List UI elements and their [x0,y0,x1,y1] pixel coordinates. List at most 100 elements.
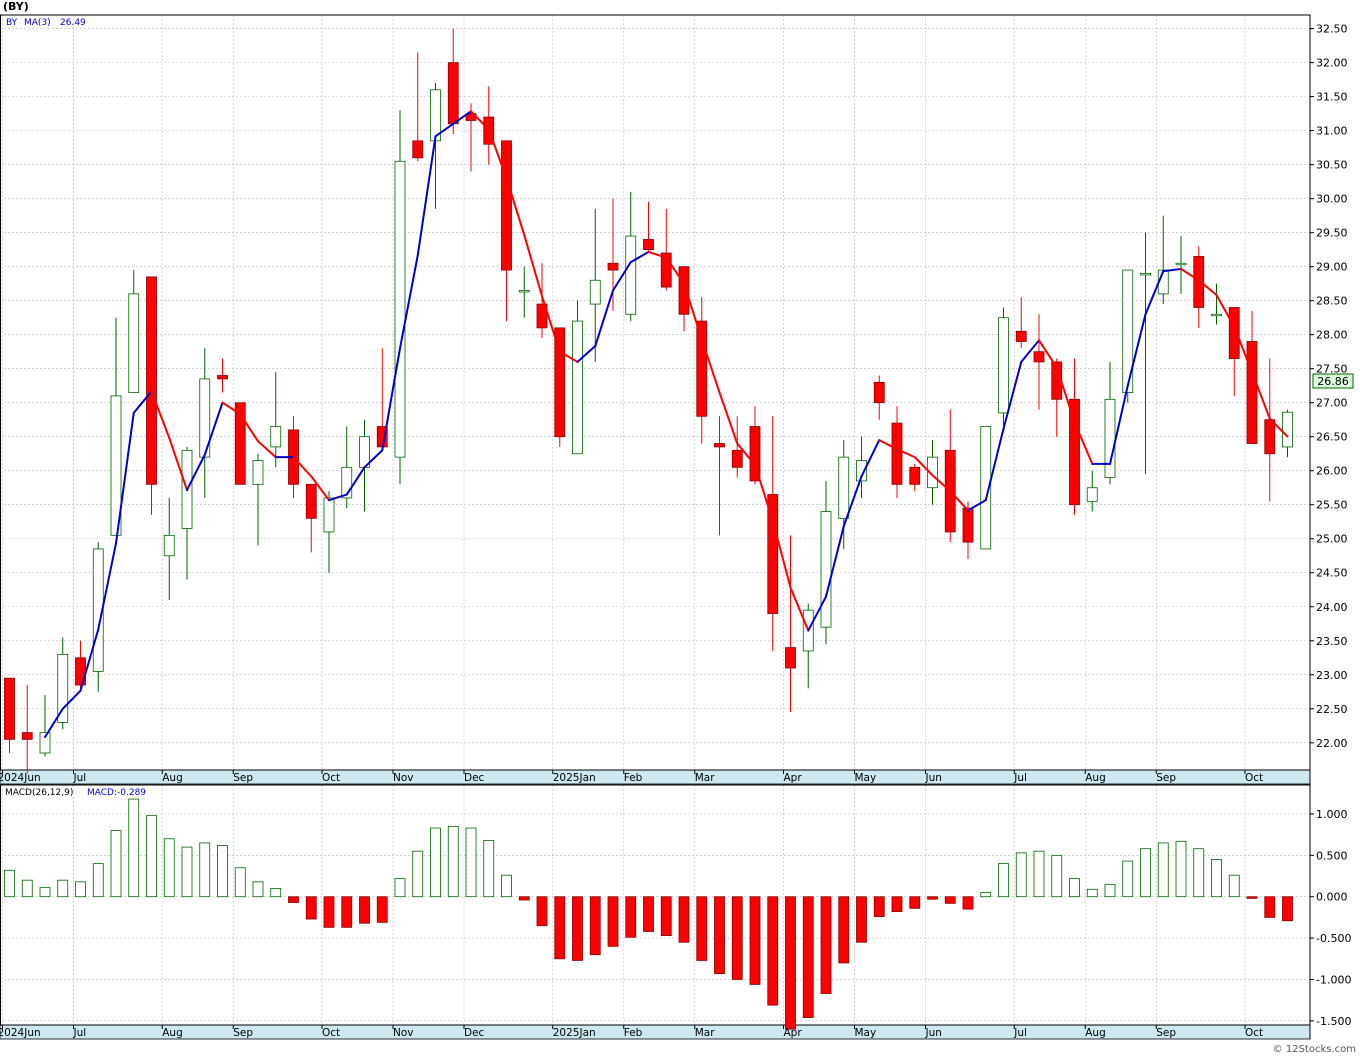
candle-down [607,262,619,271]
macd-bar-positive [270,888,282,898]
candle-down [501,140,512,271]
ma-segment [683,282,703,341]
macd-bar-negative [749,896,761,985]
price-y-tick-label: 32.50 [1316,23,1348,36]
ma-segment [79,628,100,692]
candle-up [341,466,353,499]
x-tick-label-top: May [855,772,877,784]
x-tick-label-top: Sep [1156,772,1176,784]
x-tick-label-bottom: Jul [73,1027,87,1039]
ma-segment [328,493,348,502]
macd-bar-positive [146,815,157,898]
price-y-tick-label: 26.50 [1316,431,1348,444]
last-price-box [1312,373,1354,389]
macd-bar-negative [873,896,885,917]
macd-bar-positive [447,825,459,898]
x-tick-label-top: 2024Jun [0,772,41,784]
candle-up [110,395,122,536]
x-tick-label-bottom: Sep [1156,1027,1176,1039]
ma-segment [913,456,934,477]
macd-bar-positive [128,798,140,898]
ma-segment [1126,313,1147,387]
macd-bar-negative [323,896,335,928]
candle-down [660,252,672,288]
x-tick-label-top: Mar [695,772,715,784]
ma-segment [594,289,614,348]
ma-segment [1180,267,1200,282]
macd-bar-negative [909,896,921,909]
price-y-tick-label: 30.00 [1316,193,1348,206]
macd-y-tick-label: 0.000 [1316,891,1348,904]
candle-down [1246,341,1258,444]
candle-up [252,460,264,485]
macd-bar-negative [678,896,690,943]
macd-bar-negative [660,896,672,937]
candle-down [1015,330,1027,342]
candle-up [1211,313,1222,317]
x-tick-label-bottom: Oct [322,1027,340,1039]
macd-bar-positive [1175,840,1187,898]
candle-up [927,456,938,489]
ma-segment [984,427,1005,502]
ma-segment [399,254,419,350]
ma-segment [221,401,242,416]
x-tick-label-bottom: Dec [464,1027,485,1039]
macd-bar-negative [714,896,725,975]
x-tick-label-top: Aug [1085,772,1106,784]
ma-segment [132,390,153,414]
price-candles [4,28,1293,774]
candle-down [1069,398,1080,506]
candle-down [146,276,157,485]
ma-segment [647,250,668,259]
ticker-title: (BY) [3,0,29,13]
ma-segment [310,475,330,502]
macd-bar-positive [39,887,51,898]
ma-segment [789,586,810,632]
ma-segment [505,177,526,236]
ma-segment [771,519,792,589]
ma-segment [700,338,721,394]
macd-bar-positive [92,863,104,898]
macd-bar-positive [75,881,86,898]
ma-segment [931,474,952,493]
ma-segment [541,295,561,353]
candle-down [412,140,424,159]
ma-segment [1073,420,1094,465]
price-y-tick-label: 23.50 [1316,635,1348,648]
macd-bar-positive [1211,859,1222,898]
macd-bar-positive [181,846,193,898]
macd-bars [4,798,1293,1030]
x-tick-label-bottom: May [855,1027,877,1039]
macd-bar-positive [1086,888,1098,898]
ma-segment [736,442,756,467]
macd-bar-negative [288,896,299,903]
ma-segment [44,707,64,739]
macd-bar-positive [1104,883,1116,898]
candle-down [4,677,15,740]
ma-segment [61,689,82,710]
macd-bar-positive [1015,852,1027,898]
ma-segment [558,350,579,363]
macd-bar-negative [838,896,850,964]
x-tick-label-bottom: Sep [233,1027,253,1039]
watermark: © 12Stocks.com [1273,1044,1356,1055]
x-tick-label-top: 2025Jan [553,772,596,784]
candle-down [234,402,246,485]
x-tick-label-top: Oct [1245,772,1263,784]
ma-segment [1002,360,1023,430]
candle-up [163,534,175,557]
ma-segment [168,436,188,491]
ma-segment [257,440,277,459]
candle-up [1104,398,1116,478]
macd-bar-positive [501,874,512,898]
x-tick-label-bottom: Aug [1085,1027,1106,1039]
ma-segment [1268,417,1289,438]
macd-y-tick-label: -1.000 [1316,973,1351,986]
candle-up [856,460,867,482]
ma-segment [825,525,845,598]
macd-bar-positive [1157,842,1169,898]
x-tick-label-bottom: Nov [393,1027,414,1039]
macd-bar-positive [430,827,441,898]
candle-up [1122,269,1134,393]
candle-up [270,426,282,448]
